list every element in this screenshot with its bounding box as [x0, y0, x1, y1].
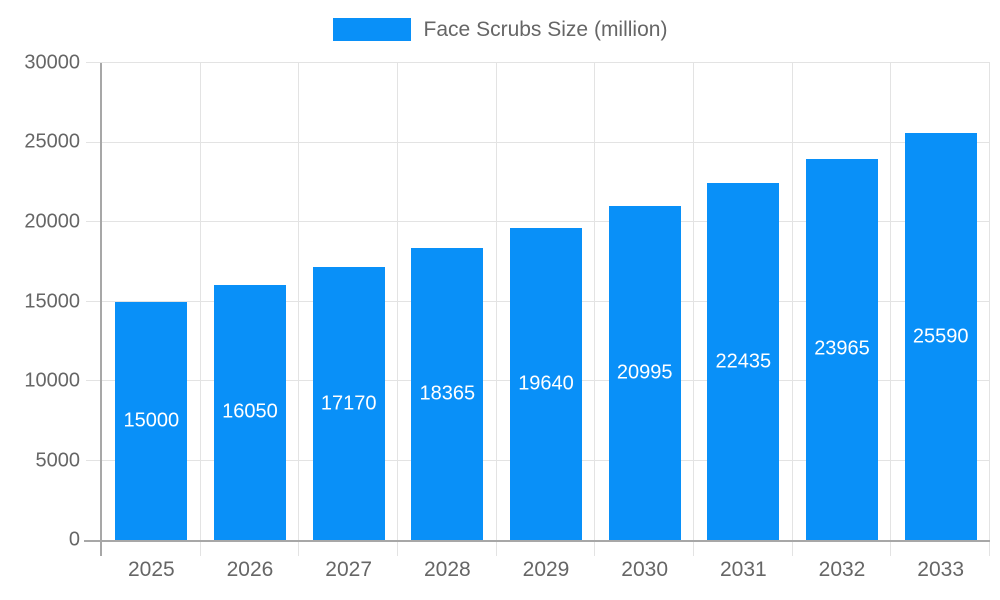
legend: Face Scrubs Size (million): [0, 17, 1000, 42]
bar-value-label: 19640: [518, 372, 574, 395]
bar-value-label: 18365: [419, 382, 476, 405]
bar-2032[interactable]: 23965: [806, 158, 878, 540]
legend-swatch-icon: [332, 18, 411, 42]
bar-value-label: 20995: [616, 361, 673, 384]
bar-2025[interactable]: 15000: [115, 301, 188, 540]
bar-2033[interactable]: 25590: [904, 133, 977, 540]
gridline-horizontal: [86, 62, 990, 63]
x-axis-tick-label: 2032: [818, 558, 866, 581]
gridline-vertical: [495, 63, 497, 556]
y-axis-tick-label: 20000: [24, 210, 80, 233]
bar-value-label: 25590: [912, 325, 969, 348]
y-axis-tick-label: 25000: [24, 130, 80, 153]
bar-value-label: 23965: [814, 337, 870, 360]
plot-area: 0 5000 10000 15000 20000 25000 30000 15000 2025 1…: [24, 52, 990, 581]
gridline-horizontal: [86, 221, 990, 223]
bar-value-label: 22435: [715, 350, 772, 373]
bar-2030[interactable]: 20995: [608, 206, 681, 540]
x-axis-tick-label: 2028: [423, 558, 471, 581]
gridline-vertical: [199, 63, 201, 556]
bar-2031[interactable]: 22435: [707, 183, 780, 540]
x-axis-tick-label: 2033: [917, 558, 965, 581]
bar-2028[interactable]: 18365: [411, 248, 484, 540]
y-axis-line: [100, 63, 102, 556]
y-axis-tick-label: 0: [68, 528, 80, 551]
x-axis-tick-label: 2025: [127, 558, 175, 581]
gridline-vertical: [989, 63, 990, 556]
y-axis-tick-label: 10000: [24, 369, 80, 392]
x-axis-tick-label: 2027: [325, 558, 373, 581]
x-axis-line: [84, 540, 990, 542]
gridline-vertical: [298, 63, 300, 556]
gridline-vertical: [791, 63, 793, 556]
gridline-vertical: [396, 63, 398, 556]
gridline-vertical: [594, 63, 596, 556]
y-axis-tick-label: 30000: [24, 51, 80, 74]
bar-2027[interactable]: 17170: [312, 267, 385, 540]
legend-item-face-scrubs[interactable]: Face Scrubs Size (million): [332, 17, 668, 42]
bar-value-label: 17170: [320, 392, 377, 414]
x-axis-tick-label: 2030: [621, 558, 669, 581]
bar-2026[interactable]: 16050: [213, 284, 286, 540]
legend-label: Face Scrubs Size (million): [423, 18, 668, 41]
bar-2029[interactable]: 19640: [510, 227, 582, 540]
bar-value-label: 16050: [222, 400, 278, 423]
bar-value-label: 15000: [123, 409, 180, 432]
y-axis-tick-label: 5000: [35, 449, 81, 471]
x-axis-tick-label: 2029: [522, 558, 570, 581]
x-axis-tick-label: 2031: [719, 558, 767, 581]
y-axis-tick-label: 15000: [24, 290, 80, 312]
gridline-vertical: [692, 63, 694, 556]
gridline-vertical: [890, 63, 892, 556]
x-axis-tick-label: 2026: [226, 558, 274, 581]
gridline-horizontal: [86, 141, 990, 143]
